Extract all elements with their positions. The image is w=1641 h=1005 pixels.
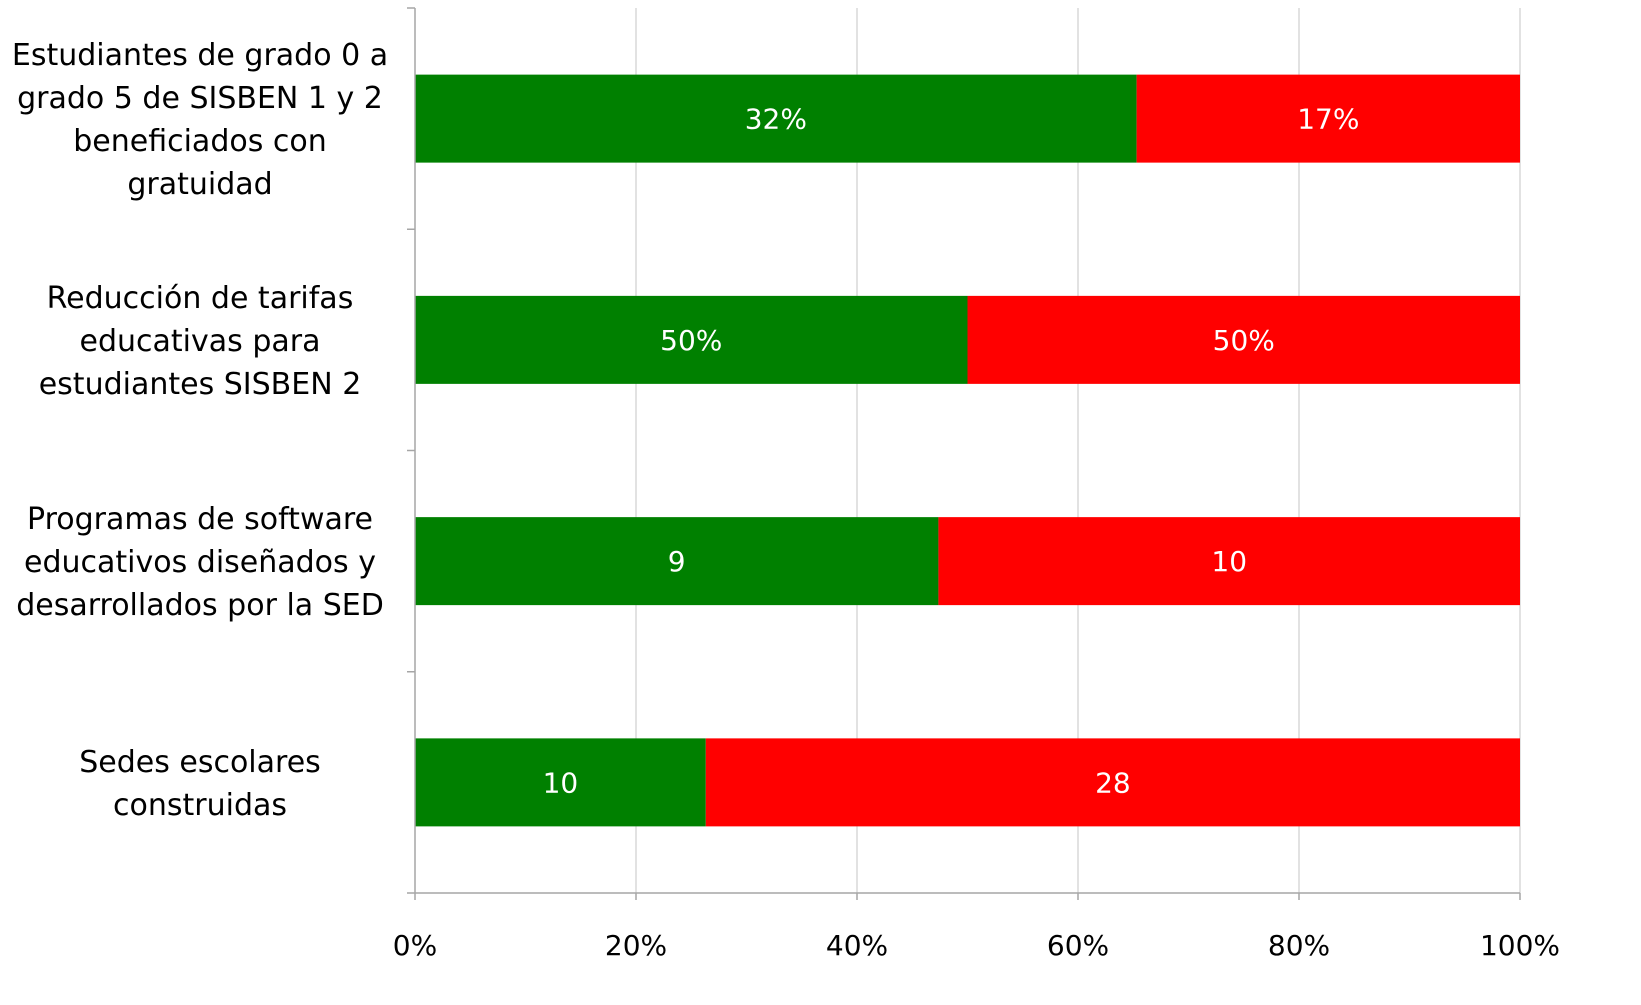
data-label: 10 bbox=[1211, 545, 1247, 578]
data-label: 10 bbox=[543, 766, 579, 799]
category-label-line: grado 5 de SISBEN 1 y 2 bbox=[17, 81, 383, 116]
data-label: 28 bbox=[1095, 766, 1131, 799]
category-label: Programas de software educativos diseñado… bbox=[16, 502, 384, 623]
category-label-line: desarrollados por la SED bbox=[16, 588, 384, 623]
x-tick-labels: 0% 20% 40% 60% 80% 100% bbox=[393, 929, 1560, 962]
bar-segment bbox=[415, 738, 706, 827]
category-label-line: Estudiantes de grado 0 a bbox=[12, 38, 388, 73]
x-tick-label: 20% bbox=[605, 929, 667, 962]
data-label: 50% bbox=[1213, 324, 1275, 357]
data-label: 32% bbox=[745, 103, 807, 136]
bar-segment bbox=[415, 74, 1137, 163]
x-tick-label: 0% bbox=[393, 929, 437, 962]
data-label: 9 bbox=[668, 545, 686, 578]
bar-segment bbox=[938, 517, 1520, 606]
category-label-line: construidas bbox=[113, 788, 287, 823]
bar-segment bbox=[705, 738, 1520, 827]
x-tick-label: 80% bbox=[1268, 929, 1330, 962]
category-labels: Estudiantes de grado 0 a grado 5 de SISBE… bbox=[12, 38, 388, 823]
x-tick-label: 60% bbox=[1047, 929, 1109, 962]
bar-segment bbox=[967, 295, 1520, 384]
category-label-line: estudiantes SISBEN 2 bbox=[39, 367, 362, 402]
category-label-line: educativas para bbox=[80, 324, 321, 359]
data-label: 17% bbox=[1297, 103, 1359, 136]
bars: 32% 17% 50% 50% 9 10 10 28 bbox=[415, 74, 1520, 827]
category-label-line: educativos diseñados y bbox=[24, 545, 376, 580]
bar-segment bbox=[415, 517, 939, 606]
category-label-line: Programas de software bbox=[27, 502, 373, 537]
bar-segment bbox=[415, 295, 968, 384]
category-label: Estudiantes de grado 0 a grado 5 de SISBE… bbox=[12, 38, 388, 202]
bar-segment bbox=[1136, 74, 1520, 163]
x-tick-label: 100% bbox=[1480, 929, 1560, 962]
data-label: 50% bbox=[660, 324, 722, 357]
category-label-line: gratuidad bbox=[127, 167, 272, 202]
x-tick-label: 40% bbox=[826, 929, 888, 962]
category-label-line: Sedes escolares bbox=[79, 745, 321, 780]
category-label: Reducción de tarifas educativas para estud… bbox=[39, 281, 362, 402]
category-label: Sedes escolares construidas bbox=[79, 745, 321, 823]
category-label-line: Reducción de tarifas bbox=[47, 281, 354, 316]
category-label-line: beneficiados con bbox=[73, 124, 327, 159]
axes bbox=[407, 7, 1521, 900]
